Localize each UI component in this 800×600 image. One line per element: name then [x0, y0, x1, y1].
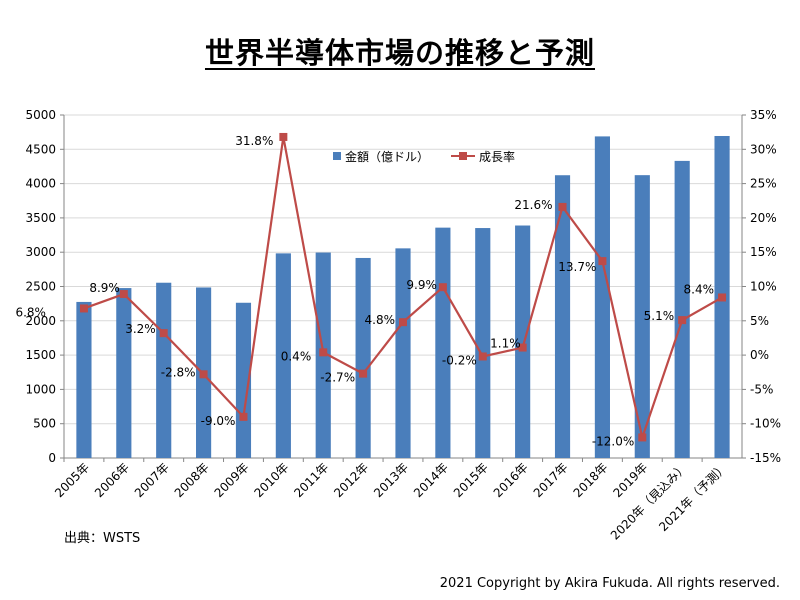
growth-data-label: 0.4% [281, 349, 312, 363]
y-left-tick-label: 4000 [25, 177, 56, 191]
growth-marker [558, 202, 567, 211]
x-tick-label: 2019年 [610, 460, 650, 500]
growth-marker [399, 318, 407, 327]
growth-data-label: 9.9% [406, 278, 437, 292]
bar [76, 301, 92, 458]
x-tick-label: 2009年 [212, 460, 252, 500]
growth-data-label: -9.0% [201, 414, 236, 428]
growth-marker [359, 369, 368, 378]
growth-marker [678, 316, 687, 325]
growth-marker [518, 343, 527, 352]
bar [275, 253, 291, 458]
x-tick-label: 2014年 [411, 460, 451, 500]
growth-marker [119, 290, 128, 299]
x-tick-label: 2021年（予測） [656, 460, 730, 534]
growth-marker [159, 329, 168, 338]
growth-data-label: 4.8% [365, 313, 396, 327]
y-right-tick-label: -15% [750, 451, 781, 465]
x-tick-label: 2015年 [451, 460, 491, 500]
y-left-tick-label: 2000 [25, 314, 56, 328]
bar [674, 160, 690, 458]
y-left-tick-label: 500 [33, 417, 56, 431]
growth-marker [638, 433, 647, 442]
growth-marker [478, 352, 487, 361]
growth-data-label: 31.8% [235, 134, 273, 148]
growth-marker [199, 370, 208, 379]
growth-marker [279, 132, 288, 141]
growth-data-label: 8.4% [684, 282, 715, 296]
growth-data-label: 6.8% [15, 305, 46, 319]
legend-bar-label: 金額（億ドル） [345, 149, 429, 164]
legend-line-marker [459, 152, 467, 160]
y-right-tick-label: 35% [750, 108, 777, 122]
growth-marker [438, 283, 447, 292]
growth-marker [598, 257, 607, 266]
y-right-tick-label: -5% [750, 382, 773, 396]
x-tick-label: 2007年 [132, 460, 172, 500]
x-tick-label: 2012年 [331, 460, 371, 500]
bar [116, 288, 132, 458]
x-tick-label: 2008年 [172, 460, 212, 500]
y-right-tick-label: 10% [750, 280, 777, 294]
bar [515, 225, 531, 458]
bar [594, 136, 610, 458]
y-left-tick-label: 3500 [25, 211, 56, 225]
bar [355, 257, 371, 458]
bar [435, 227, 451, 458]
x-tick-label: 2010年 [251, 460, 291, 500]
x-tick-label: 2018年 [571, 460, 611, 500]
growth-marker [239, 412, 248, 421]
y-right-tick-label: 15% [750, 245, 777, 259]
y-right-tick-label: 5% [750, 314, 769, 328]
bar [634, 175, 650, 458]
growth-marker [718, 293, 727, 302]
chart-title: 世界半導体市場の推移と予測 [204, 36, 595, 70]
x-tick-label: 2005年 [52, 460, 92, 500]
y-right-tick-label: 25% [750, 177, 777, 191]
growth-data-label: -2.7% [320, 371, 355, 385]
y-left-tick-label: 3000 [25, 245, 56, 259]
copyright-note: 2021 Copyright by Akira Fukuda. All righ… [439, 576, 780, 591]
y-right-tick-label: 0% [750, 348, 769, 362]
x-tick-label: 2017年 [531, 460, 571, 500]
y-right-tick-label: 30% [750, 142, 777, 156]
y-left-tick-label: 1000 [25, 382, 56, 396]
y-left-tick-label: 4500 [25, 142, 56, 156]
growth-data-label: 13.7% [558, 260, 596, 274]
y-right-tick-label: -10% [750, 417, 781, 431]
legend-line-label: 成長率 [479, 149, 515, 164]
y-right-tick-label: 20% [750, 211, 777, 225]
bar [554, 175, 571, 458]
growth-data-label: -2.8% [161, 365, 196, 379]
bar [156, 282, 172, 458]
growth-data-label: 1.1% [490, 337, 521, 351]
growth-data-label: 3.2% [125, 322, 156, 336]
x-tick-label: 2016年 [491, 460, 531, 500]
growth-data-label: 5.1% [644, 309, 675, 323]
legend-bar-swatch [333, 152, 341, 160]
growth-marker [319, 348, 328, 357]
x-tick-label: 2011年 [291, 460, 331, 500]
bar [475, 228, 491, 458]
x-tick-label: 2013年 [371, 460, 411, 500]
growth-data-label: -12.0% [592, 434, 634, 448]
y-left-tick-label: 5000 [25, 108, 56, 122]
growth-data-label: 8.9% [89, 281, 120, 295]
bar [395, 248, 411, 458]
source-note: 出典：WSTS [64, 531, 141, 546]
y-left-tick-label: 2500 [25, 280, 56, 294]
x-tick-label: 2006年 [92, 460, 132, 500]
y-left-tick-label: 0 [48, 451, 56, 465]
growth-data-label: 21.6% [514, 198, 552, 212]
y-left-tick-label: 1500 [25, 348, 56, 362]
growth-marker [79, 304, 88, 313]
growth-data-label: -0.2% [442, 353, 477, 367]
